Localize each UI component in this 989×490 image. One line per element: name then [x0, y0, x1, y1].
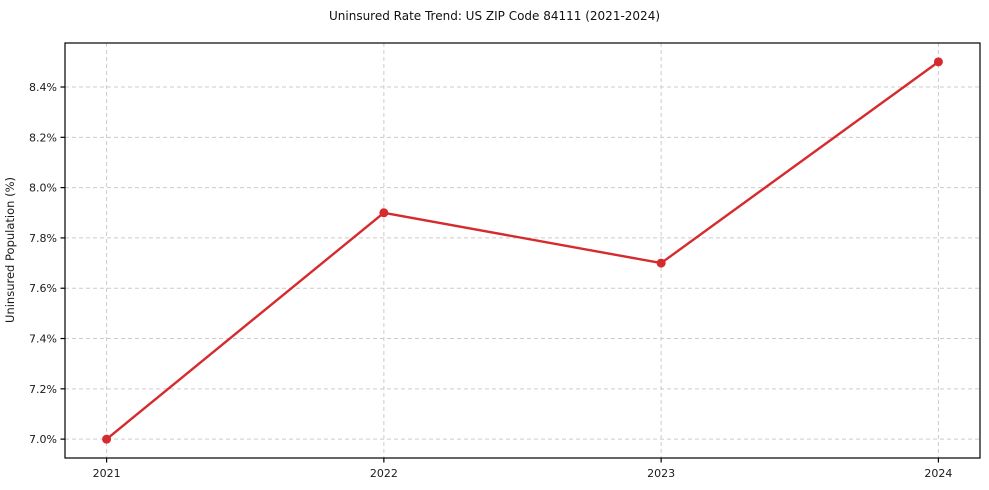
chart-title: Uninsured Rate Trend: US ZIP Code 84111 … [328, 9, 661, 23]
y-tick-label: 8.0% [29, 182, 57, 195]
data-point [379, 208, 389, 218]
trend-line [105, 60, 940, 441]
y-tick-label: 8.4% [29, 81, 57, 94]
x-tick-label: 2024 [924, 467, 952, 480]
y-tick-label: 7.8% [29, 232, 57, 245]
data-point [933, 57, 943, 67]
x-tick-label: 2023 [647, 467, 675, 480]
y-tick-label: 7.0% [29, 433, 57, 446]
y-tick-label: 7.2% [29, 383, 57, 396]
y-tick-label: 7.6% [29, 282, 57, 295]
y-tick-label: 7.4% [29, 333, 57, 346]
data-point [656, 258, 666, 268]
x-tick-label: 2021 [93, 467, 121, 480]
y-tick-label: 8.2% [29, 131, 57, 144]
data-point [102, 434, 112, 444]
plot-border [64, 42, 981, 459]
y-axis-label: Uninsured Population (%) [3, 177, 17, 323]
x-tick-label: 2022 [370, 467, 398, 480]
